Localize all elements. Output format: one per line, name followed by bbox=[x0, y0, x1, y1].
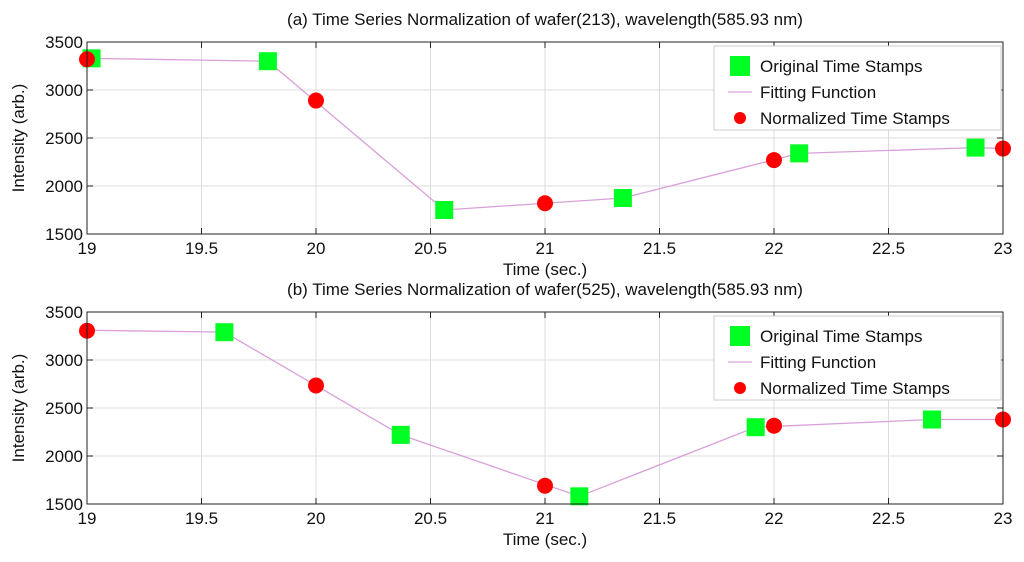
x-tick-label: 22 bbox=[765, 239, 784, 258]
point-original-time-stamp bbox=[790, 144, 809, 163]
x-tick-label: 22 bbox=[765, 509, 784, 528]
legend: Original Time Stamps Fitting Function Norm… bbox=[713, 45, 1002, 131]
point-original-time-stamp bbox=[258, 52, 277, 71]
legend-symbol-circle bbox=[734, 112, 746, 124]
x-axis-label: Time (sec.) bbox=[503, 260, 587, 279]
legend-box bbox=[713, 315, 1002, 401]
y-tick-label: 2500 bbox=[45, 129, 83, 148]
x-tick-label: 21.5 bbox=[643, 509, 676, 528]
x-tick-label: 20.5 bbox=[414, 239, 447, 258]
legend-symbol-square bbox=[730, 56, 750, 76]
y-axis-label: Intensity (arb.) bbox=[9, 354, 28, 463]
y-tick-label: 3000 bbox=[45, 81, 83, 100]
y-tick-label: 3500 bbox=[45, 33, 83, 52]
axes-frame bbox=[86, 41, 1004, 235]
x-tick-label: 21 bbox=[536, 509, 555, 528]
y-tick-label: 1500 bbox=[45, 225, 83, 244]
x-tick-label: 19 bbox=[78, 509, 97, 528]
chart-title: (a) Time Series Normalization of wafer(2… bbox=[287, 10, 803, 29]
point-original-time-stamp bbox=[746, 418, 765, 437]
legend-label: Fitting Function bbox=[760, 353, 876, 372]
point-original-time-stamp bbox=[435, 201, 454, 219]
point-original-time-stamp bbox=[215, 323, 234, 342]
x-tick-label: 19 bbox=[78, 239, 97, 258]
x-tick-label: 20.5 bbox=[414, 509, 447, 528]
x-tick-label: 21 bbox=[536, 239, 555, 258]
chart-title: (b) Time Series Normalization of wafer(5… bbox=[287, 280, 803, 299]
point-normalized-time-stamp bbox=[308, 92, 324, 109]
x-tick-label: 22.5 bbox=[872, 239, 905, 258]
point-original-time-stamp bbox=[923, 410, 942, 429]
y-tick-label: 2000 bbox=[45, 447, 83, 466]
y-tick-label: 3000 bbox=[45, 351, 83, 370]
point-normalized-time-stamp bbox=[766, 417, 782, 434]
x-axis-label: Time (sec.) bbox=[503, 530, 587, 549]
point-original-time-stamp bbox=[613, 189, 632, 207]
y-tick-label: 2500 bbox=[45, 399, 83, 418]
legend-label: Normalized Time Stamps bbox=[760, 109, 950, 128]
point-normalized-time-stamp bbox=[537, 195, 553, 212]
x-tick-label: 21.5 bbox=[643, 239, 676, 258]
axes-frame bbox=[86, 311, 1004, 505]
chart-panel-1: 19 19.5 20 20.5 21 21.5 22 22.5 23 1500 2000 2500 30… bbox=[9, 280, 1012, 549]
legend-label: Fitting Function bbox=[760, 83, 876, 102]
legend-label: Original Time Stamps bbox=[760, 327, 923, 346]
x-tick-label: 22.5 bbox=[872, 509, 905, 528]
x-tick-label: 23 bbox=[994, 509, 1013, 528]
legend-symbol-square bbox=[730, 326, 750, 346]
point-original-time-stamp bbox=[570, 487, 589, 506]
y-tick-label: 1500 bbox=[45, 495, 83, 514]
point-normalized-time-stamp bbox=[766, 152, 782, 169]
y-tick-label: 3500 bbox=[45, 303, 83, 322]
legend-symbol-circle bbox=[734, 382, 746, 394]
x-tick-label: 20 bbox=[307, 239, 326, 258]
y-axis-label: Intensity (arb.) bbox=[9, 84, 28, 193]
chart-panel-0: 19 19.5 20 20.5 21 21.5 22 22.5 23 1500 2000 2500 30… bbox=[9, 10, 1012, 279]
point-normalized-time-stamp bbox=[308, 377, 324, 394]
x-tick-label: 19.5 bbox=[185, 239, 218, 258]
point-original-time-stamp bbox=[966, 138, 985, 157]
point-normalized-time-stamp bbox=[537, 477, 553, 494]
legend-label: Original Time Stamps bbox=[760, 57, 923, 76]
legend-box bbox=[713, 45, 1002, 131]
x-tick-label: 20 bbox=[307, 509, 326, 528]
x-tick-label: 19.5 bbox=[185, 509, 218, 528]
legend: Original Time Stamps Fitting Function Norm… bbox=[713, 315, 1002, 401]
legend-label: Normalized Time Stamps bbox=[760, 379, 950, 398]
x-tick-label: 23 bbox=[994, 239, 1013, 258]
point-original-time-stamp bbox=[391, 425, 410, 444]
y-tick-label: 2000 bbox=[45, 177, 83, 196]
